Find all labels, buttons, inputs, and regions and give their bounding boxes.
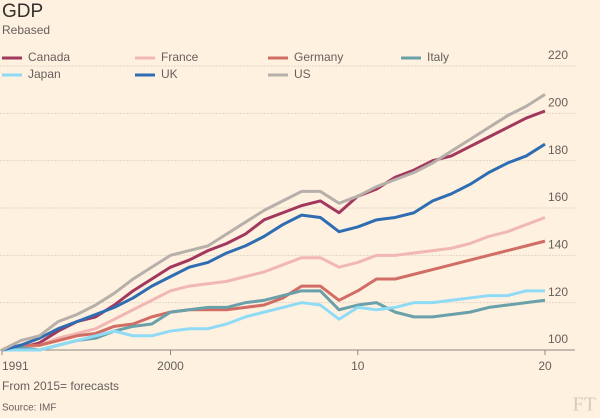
y-tick-label: 220 [548, 48, 568, 62]
series-line [1, 239, 546, 352]
series-line [1, 216, 546, 352]
chart-title: GDP [2, 1, 43, 22]
y-tick-label: 140 [548, 238, 568, 252]
chart-subtitle: Rebased [2, 23, 50, 37]
legend-label: UK [161, 67, 178, 81]
legend-label: Japan [28, 67, 61, 81]
series-line [1, 289, 546, 352]
y-tick-label: 200 [548, 96, 568, 110]
note: From 2015= forecasts [2, 379, 119, 393]
y-tick-label: 180 [548, 143, 568, 157]
series-line [1, 142, 546, 352]
legend-label: Canada [28, 50, 70, 64]
legend-label: Italy [427, 50, 449, 64]
x-tick-label: 20 [538, 359, 552, 373]
x-tick-label: 10 [351, 359, 365, 373]
legend-label: France [161, 50, 199, 64]
y-tick-label: 160 [548, 190, 568, 204]
legend-label: Germany [294, 50, 343, 64]
y-tick-label: 120 [548, 285, 568, 299]
source: Source: IMF [2, 403, 56, 414]
legend-label: US [294, 67, 311, 81]
series-line [1, 93, 546, 352]
x-tick-label: 2000 [157, 359, 184, 373]
series-line [2, 289, 545, 352]
y-tick-label: 100 [548, 332, 568, 346]
x-tick-label: 1991 [2, 359, 29, 373]
series-line [1, 109, 546, 352]
logo: FT [573, 394, 596, 416]
